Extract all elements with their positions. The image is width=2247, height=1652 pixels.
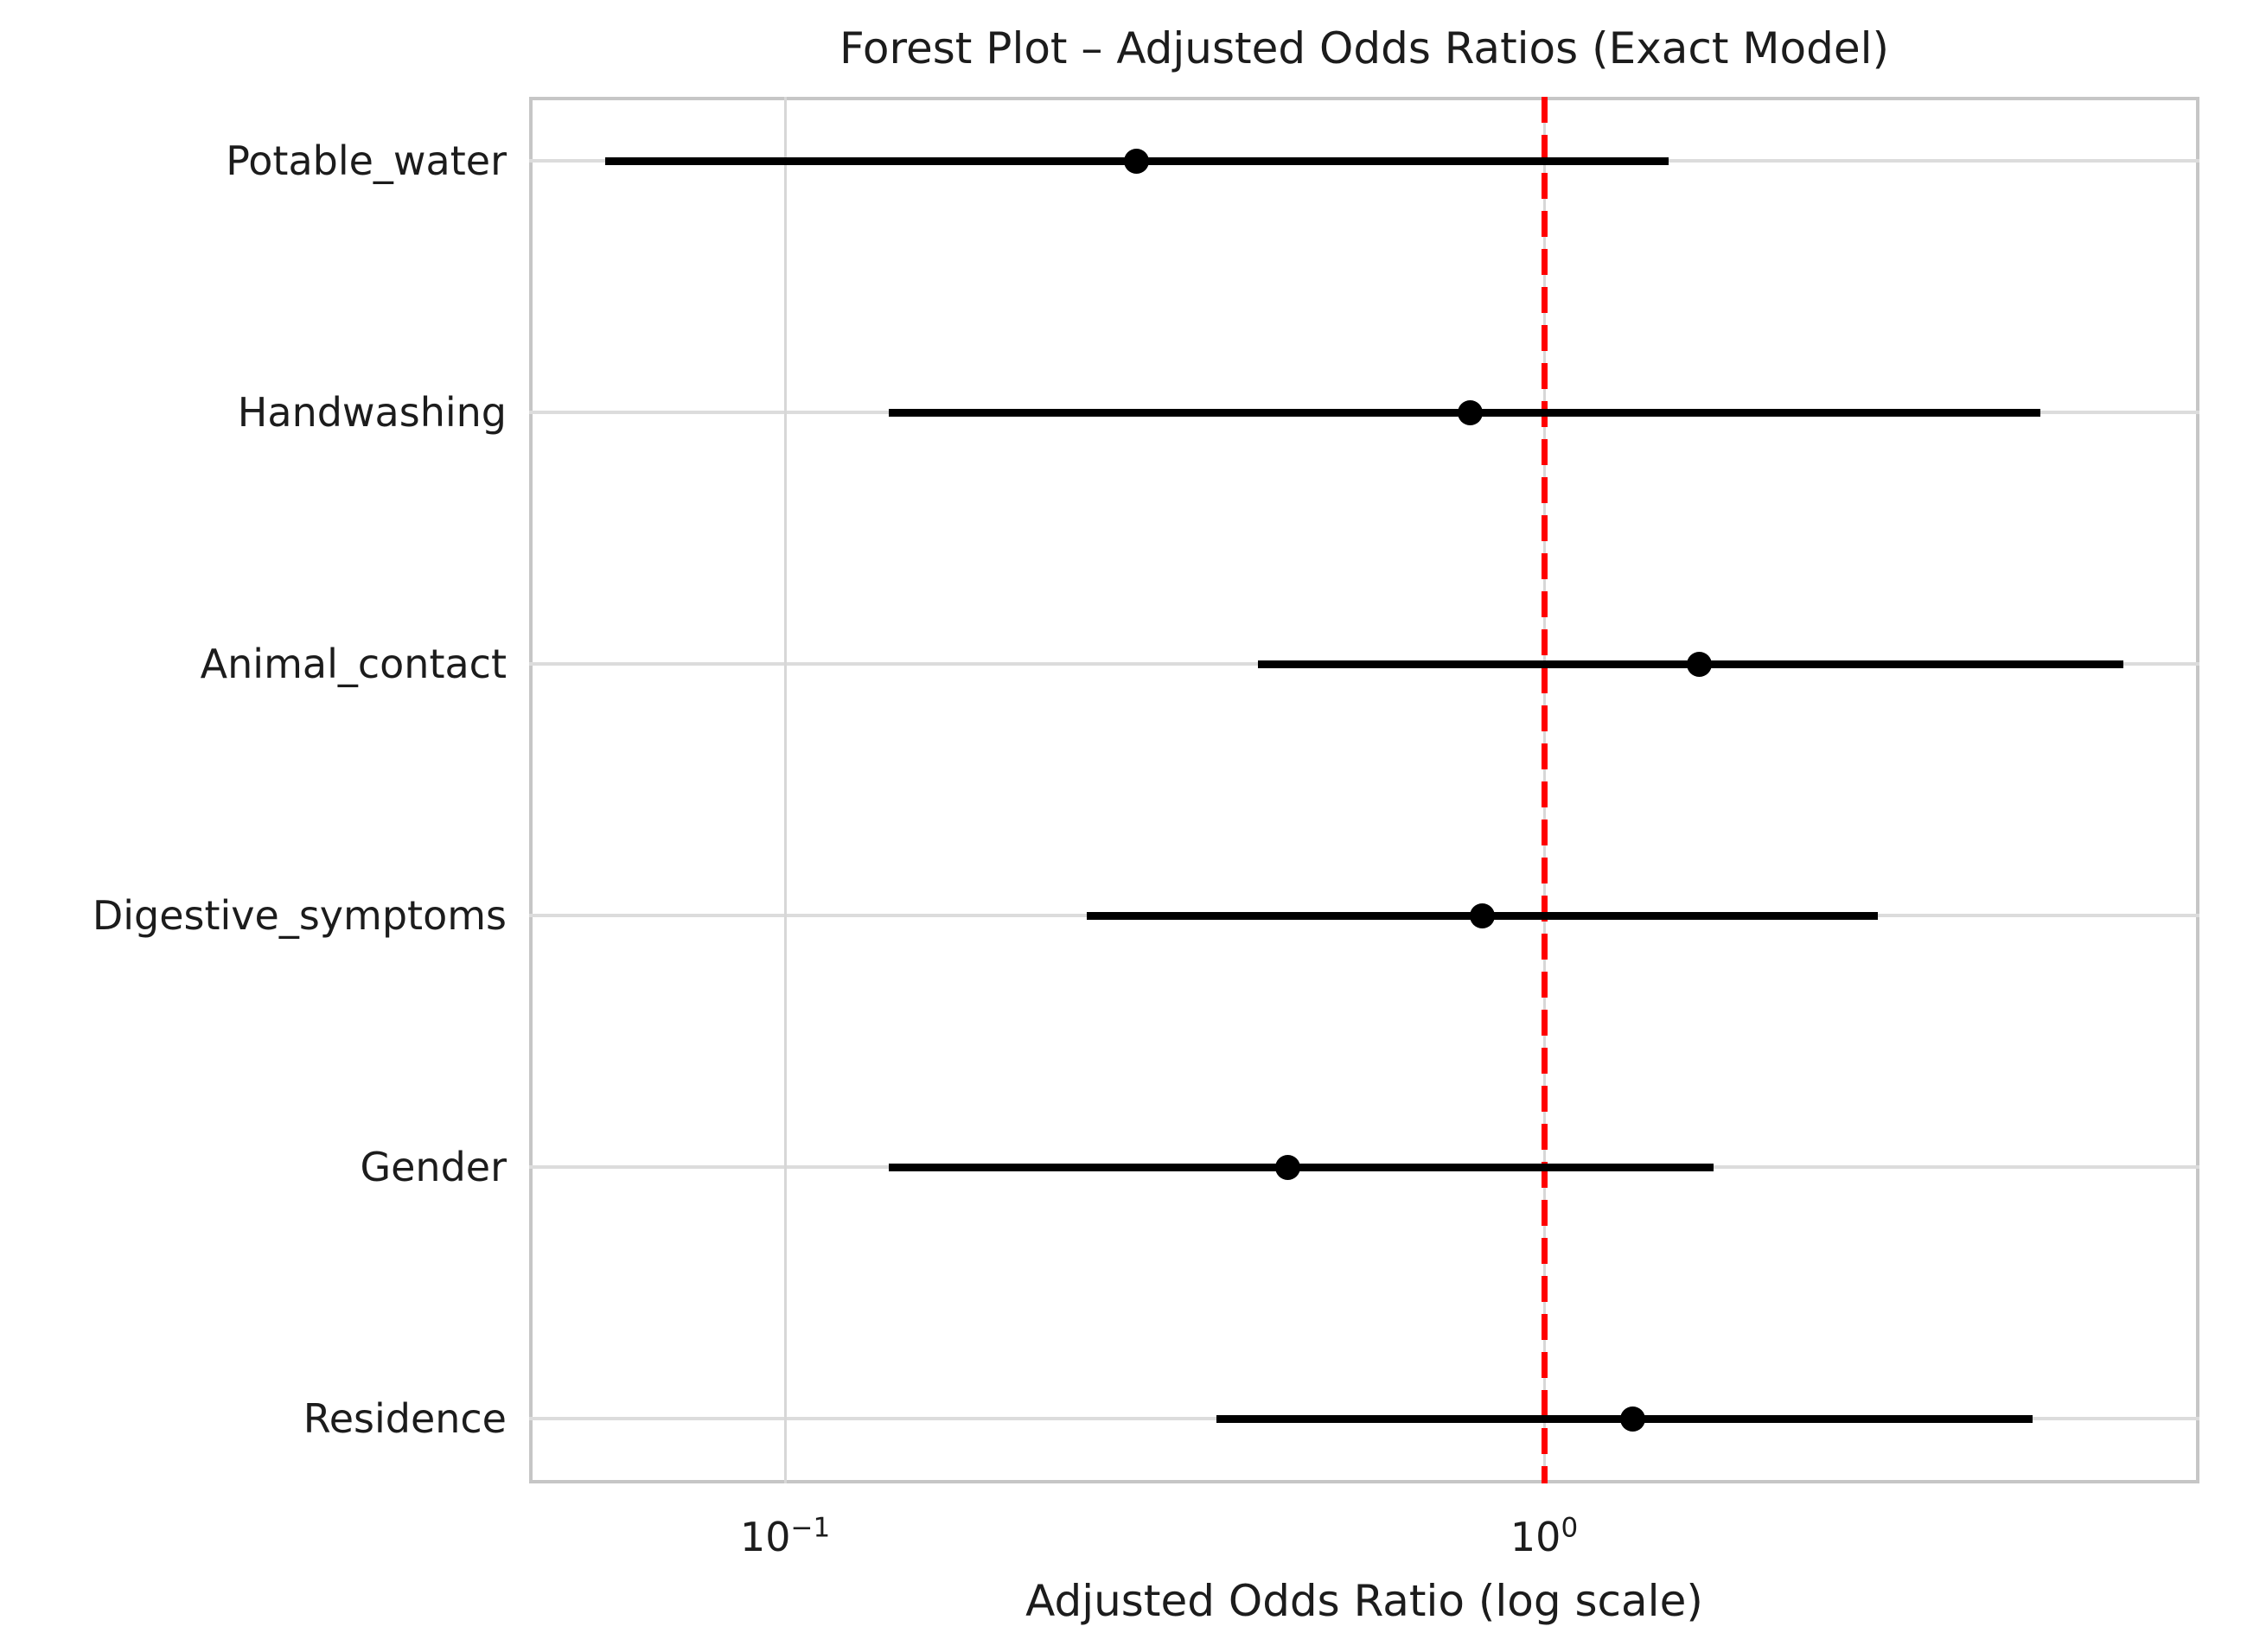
x-tick-exponent: 0 [1561, 1512, 1579, 1544]
reference-line [1541, 97, 1548, 1483]
y-tick-label: Potable_water [226, 137, 507, 184]
plot-frame [529, 97, 2199, 1483]
or-marker [1275, 1154, 1301, 1180]
or-marker [1123, 148, 1149, 174]
x-tick-base: 10 [1510, 1514, 1561, 1560]
y-tick-label: Residence [303, 1395, 507, 1442]
chart-title: Forest Plot – Adjusted Odds Ratios (Exac… [839, 23, 1890, 73]
y-tick-label: Gender [360, 1144, 507, 1190]
x-tick-exponent: −1 [790, 1512, 831, 1544]
y-tick-label: Digestive_symptoms [92, 892, 507, 939]
x-tick-base: 10 [739, 1514, 791, 1560]
or-marker [1620, 1406, 1646, 1432]
or-marker [1686, 651, 1712, 677]
x-axis-label: Adjusted Odds Ratio (log scale) [1025, 1576, 1703, 1626]
or-marker [1458, 399, 1484, 425]
or-marker [1470, 903, 1496, 928]
ci-line [889, 1163, 1714, 1171]
y-tick-label: Animal_contact [200, 641, 507, 687]
y-tick-label: Handwashing [237, 389, 507, 436]
x-tick-label: 100 [1440, 1511, 1648, 1563]
x-gridline [783, 97, 787, 1483]
x-tick-label: 10−1 [681, 1511, 889, 1563]
